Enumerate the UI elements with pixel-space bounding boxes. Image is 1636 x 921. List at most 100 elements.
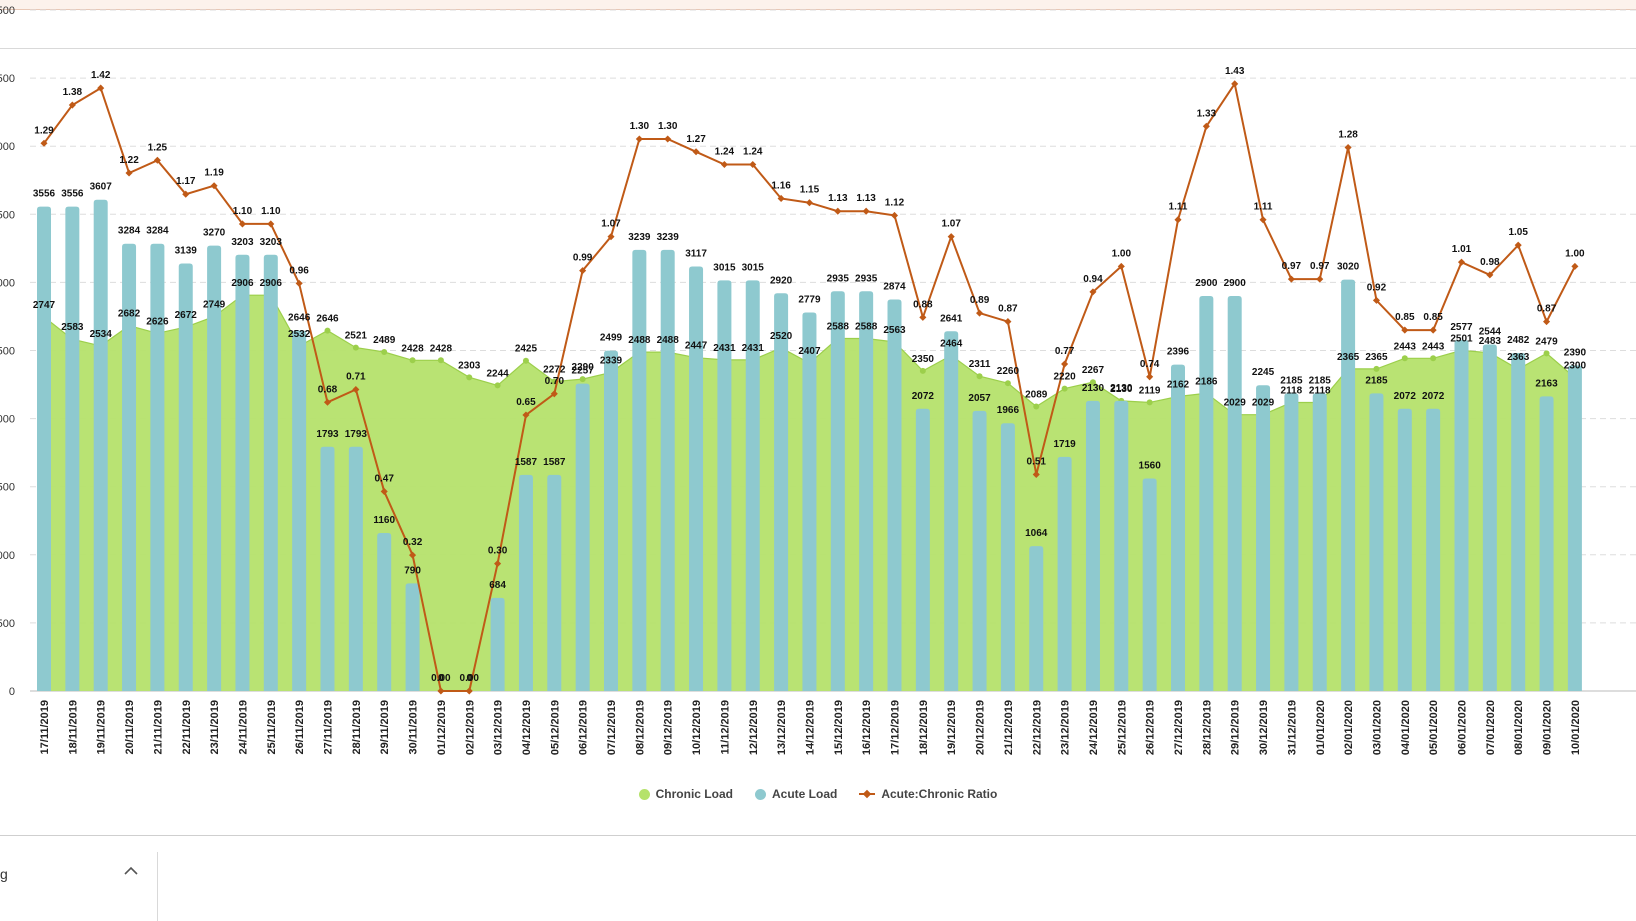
legend-item-ratio[interactable]: Acute:Chronic Ratio — [859, 787, 997, 801]
ratio-point — [522, 411, 530, 419]
acute-value-label: 2130 — [1110, 383, 1133, 394]
ratio-value-label: 0.00 — [431, 673, 451, 684]
x-tick-label: 01/01/2020 — [1315, 700, 1327, 755]
chronic-point — [1430, 355, 1437, 362]
ratio-value-label: 1.13 — [828, 193, 848, 204]
chronic-point — [1543, 350, 1550, 357]
ratio-point — [947, 233, 955, 241]
legend-item-chronic[interactable]: Chronic Load — [638, 787, 733, 801]
acute-load-bar — [774, 293, 789, 691]
acute-value-label: 2920 — [770, 275, 793, 286]
chronic-value-label: 2365 — [1337, 352, 1360, 363]
ratio-point — [352, 385, 360, 394]
acute-load-bar — [377, 533, 392, 691]
x-tick-label: 21/12/2019 — [1003, 700, 1015, 755]
ratio-value-label: 1.22 — [119, 155, 139, 166]
acute-value-label: 2499 — [600, 333, 623, 344]
acute-load-bar — [320, 446, 335, 691]
acute-value-label: 2935 — [827, 273, 850, 284]
chevron-up-icon[interactable] — [122, 862, 140, 880]
acute-load-bar — [915, 408, 930, 691]
chronic-value-label: 2118 — [1309, 386, 1331, 397]
chronic-value-label: 2363 — [1507, 352, 1530, 363]
acute-value-label: 2390 — [1564, 347, 1587, 358]
ratio-value-label: 1.11 — [1169, 202, 1188, 213]
ratio-point — [125, 169, 133, 177]
y-tick-label: 500 — [0, 209, 15, 221]
ratio-point — [494, 560, 502, 568]
y-tick-label: 500 — [0, 618, 15, 630]
ratio-value-label: 1.24 — [715, 146, 735, 157]
acute-load-bar — [547, 474, 562, 691]
legend-item-acute[interactable]: Acute Load — [754, 787, 837, 801]
x-tick-label: 14/12/2019 — [804, 700, 816, 755]
x-tick-label: 21/11/2019 — [152, 700, 164, 754]
ratio-value-label: 0.70 — [545, 376, 565, 387]
acute-value-label: 684 — [489, 580, 506, 591]
acute-load-bar — [1171, 364, 1185, 691]
chronic-value-label: 2520 — [770, 331, 793, 342]
acute-load-bar — [93, 199, 108, 691]
chronic-value-label: 2350 — [912, 354, 935, 365]
ratio-value-label: 1.42 — [91, 70, 111, 81]
x-tick-label: 24/11/2019 — [237, 700, 249, 754]
acute-load-bar — [490, 597, 505, 691]
acute-load-bar — [1369, 393, 1384, 691]
acute-value-label: 3284 — [146, 226, 169, 237]
panel-top-border — [0, 48, 1636, 49]
acute-load-bar — [235, 254, 250, 691]
acute-value-label: 2185 — [1365, 375, 1388, 386]
acute-load-bar — [1142, 478, 1157, 691]
ratio-point — [692, 148, 700, 156]
x-tick-label: 17/11/2019 — [39, 700, 51, 754]
x-tick-label: 18/12/2019 — [918, 700, 930, 755]
ratio-value-label: 0.97 — [1310, 261, 1330, 272]
x-tick-label: 31/12/2019 — [1286, 700, 1298, 755]
ratio-point — [976, 309, 984, 317]
ratio-point — [777, 194, 785, 202]
x-tick-label: 11/12/2019 — [719, 700, 731, 754]
chronic-point — [324, 327, 331, 334]
acute-load-bar — [207, 245, 222, 691]
acute-value-label: 1587 — [515, 457, 538, 468]
acute-load-bar — [972, 410, 987, 691]
ratio-value-label: 1.10 — [261, 206, 281, 217]
x-tick-label: 17/12/2019 — [890, 700, 902, 755]
acute-load-bar — [1482, 344, 1497, 691]
ratio-value-label: 0.47 — [374, 473, 394, 484]
ratio-value-label: 1.15 — [800, 185, 820, 196]
chronic-value-label: 2272 — [543, 365, 566, 376]
chronic-point — [409, 357, 416, 364]
chronic-point — [1004, 380, 1011, 387]
x-tick-label: 23/11/2019 — [209, 700, 221, 754]
ratio-point — [862, 207, 870, 215]
chronic-value-label: 2130 — [1110, 384, 1133, 395]
acute-value-label: 2544 — [1479, 327, 1502, 338]
acute-value-label: 2874 — [883, 282, 906, 293]
x-tick-label: 04/01/2020 — [1400, 700, 1412, 755]
acute-load-bar — [859, 291, 874, 691]
ratio-point — [380, 487, 388, 495]
y-tick-label: 500 — [0, 73, 15, 85]
acute-load-bar — [1000, 423, 1015, 691]
chronic-value-label: 2029 — [1252, 398, 1275, 409]
acute-value-label: 2900 — [1195, 278, 1218, 289]
acute-value-label: 2245 — [1252, 367, 1275, 378]
acute-value-label: 1560 — [1139, 461, 1162, 472]
acute-value-label: 2577 — [1450, 322, 1473, 333]
acute-load-bar — [1397, 408, 1412, 691]
ratio-point — [805, 199, 813, 207]
acute-load-bar — [745, 280, 760, 691]
chronic-value-label: 2749 — [203, 300, 226, 311]
ratio-point — [323, 398, 332, 406]
acute-value-label: 2057 — [968, 393, 991, 404]
acute-load-bar — [802, 312, 817, 691]
acute-load-bar — [150, 243, 165, 692]
chronic-point — [494, 382, 501, 389]
acute-load-bar — [1454, 340, 1469, 691]
x-tick-label: 26/12/2019 — [1145, 700, 1157, 755]
acute-value-label: 2130 — [1082, 383, 1105, 394]
x-tick-label: 08/01/2020 — [1513, 700, 1525, 755]
x-tick-label: 06/12/2019 — [578, 700, 590, 755]
chronic-value-label: 2431 — [742, 343, 765, 354]
